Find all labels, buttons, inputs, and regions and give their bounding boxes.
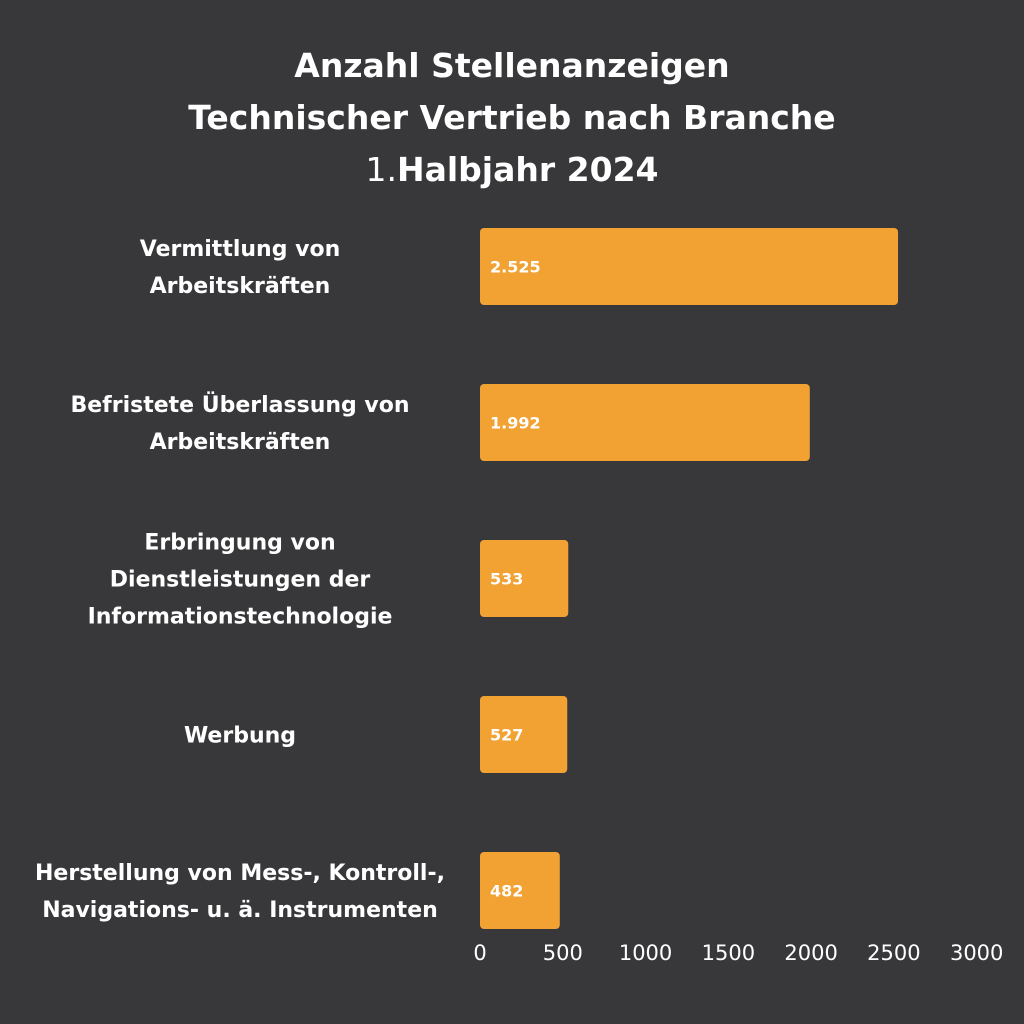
bar-value-label: 533 — [490, 570, 523, 589]
bar-group: 2.525 Vermittlung von Arbeitskräften — [140, 228, 899, 305]
category-label-line: Befristete Überlassung von — [70, 392, 409, 418]
x-tick-label: 1500 — [702, 941, 755, 965]
bar — [480, 852, 560, 929]
bar-group: 482 Herstellung von Mess-, Kontroll-, Navi… — [35, 852, 560, 929]
bar-value-label: 2.525 — [490, 258, 541, 277]
bar-group: 1.992 Befristete Überlassung von Arbeitskr… — [70, 384, 810, 461]
title-line-3-number: 1. — [365, 150, 397, 189]
bar — [480, 228, 899, 305]
bar-group: 533 Erbringung von Dienstleistungen der Inf… — [88, 531, 569, 630]
category-label-line: Werbung — [184, 724, 296, 749]
category-label-line: Arbeitskräften — [150, 430, 331, 455]
category-label-line: Dienstleistungen der — [110, 568, 371, 593]
x-tick-label: 3000 — [950, 941, 1003, 965]
title-line-3: 1.Halbjahr 2024 — [0, 144, 1024, 196]
category-label: Vermittlung von Arbeitskräften — [140, 237, 340, 299]
title-line-2: Technischer Vertrieb nach Branche — [188, 98, 836, 137]
bar-group: 527 Werbung — [184, 696, 568, 773]
category-label-line: Erbringung von — [144, 531, 335, 556]
x-tick-label: 0 — [473, 941, 486, 965]
category-label-line: Herstellung von Mess-, Kontroll-, — [35, 861, 445, 886]
bar-value-label: 482 — [490, 882, 523, 901]
x-tick-label: 2000 — [784, 941, 837, 965]
bar — [480, 696, 568, 773]
category-label-line: Informationstechnologie — [88, 605, 393, 630]
category-label: Befristete Überlassung von Arbeitskräften — [70, 392, 409, 455]
chart-title: Anzahl Stellenanzeigen Technischer Vertr… — [0, 40, 1024, 196]
title-line-1: Anzahl Stellenanzeigen — [294, 46, 730, 85]
x-tick-label: 2500 — [867, 941, 920, 965]
x-tick-label: 1000 — [619, 941, 672, 965]
bar-value-label: 527 — [490, 726, 523, 745]
category-label: Werbung — [184, 724, 296, 749]
category-label: Erbringung von Dienstleistungen der Inform… — [88, 531, 393, 630]
bar-value-label: 1.992 — [490, 414, 541, 433]
bar — [480, 540, 569, 617]
category-label: Herstellung von Mess-, Kontroll-, Navigat… — [35, 861, 445, 923]
bar — [480, 384, 810, 461]
category-label-line: Arbeitskräften — [150, 274, 331, 299]
category-label-line: Navigations- u. ä. Instrumenten — [42, 898, 438, 923]
x-tick-label: 500 — [543, 941, 583, 965]
category-label-line: Vermittlung von — [140, 237, 340, 262]
title-line-3-text: Halbjahr 2024 — [396, 150, 659, 189]
